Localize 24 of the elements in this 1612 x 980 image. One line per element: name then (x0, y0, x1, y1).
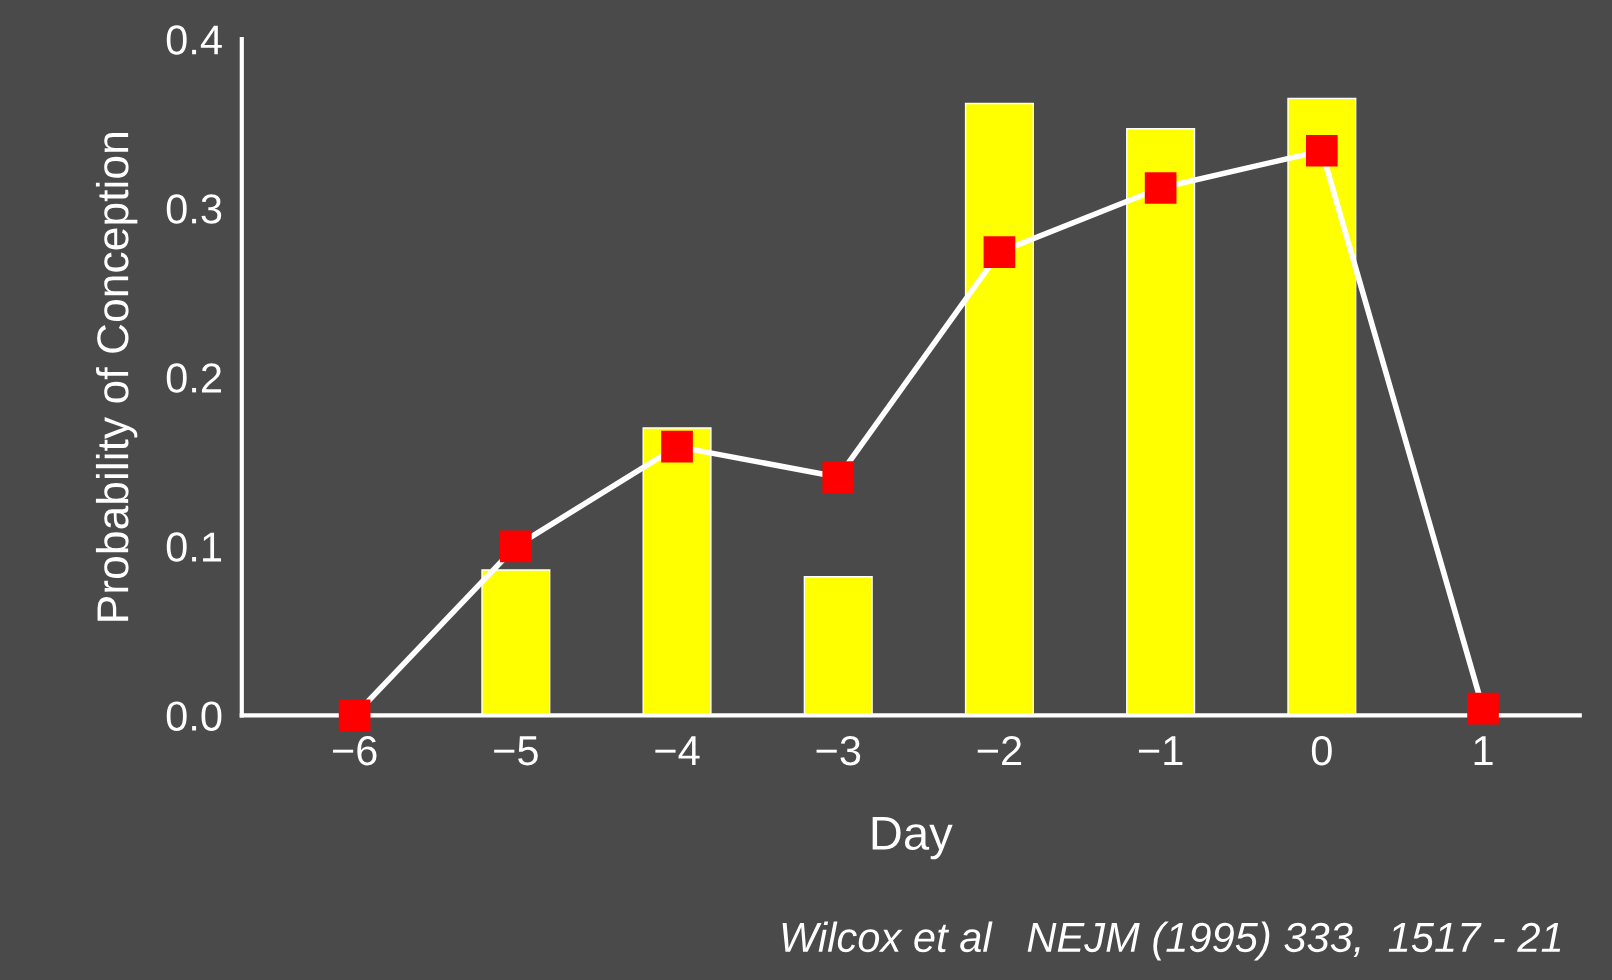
x-tick-label: −6 (332, 735, 377, 766)
x-tick-label: 1 (1474, 736, 1493, 766)
point (500, 530, 532, 563)
x-tick-label: −2 (977, 735, 1022, 766)
point (661, 430, 693, 463)
y-tick-label: 0.0 (166, 701, 222, 731)
point (983, 236, 1016, 269)
y-tick-label: 0.3 (166, 194, 222, 224)
y-tick-label: 0.4 (166, 25, 222, 55)
x-tick-label: −4 (655, 736, 700, 766)
point (338, 699, 371, 732)
point (1467, 692, 1499, 725)
x-axis-title: Day (872, 817, 953, 860)
point (1306, 134, 1338, 167)
point (1144, 172, 1177, 204)
x-tick-label: −3 (816, 735, 861, 766)
y-tick-label: 0.1 (166, 532, 222, 562)
point (822, 461, 855, 493)
x-tick-label: −5 (494, 736, 538, 766)
x-tick-label: 0 (1311, 735, 1332, 766)
y-axis-title: Probability of Conception (95, 133, 138, 621)
text: Wilcox et al NEJM (1995) 333, 1517 - 21 (782, 921, 1561, 961)
x-tick-label: −1 (1138, 736, 1183, 766)
y-tick-label: 0.2 (166, 363, 221, 393)
